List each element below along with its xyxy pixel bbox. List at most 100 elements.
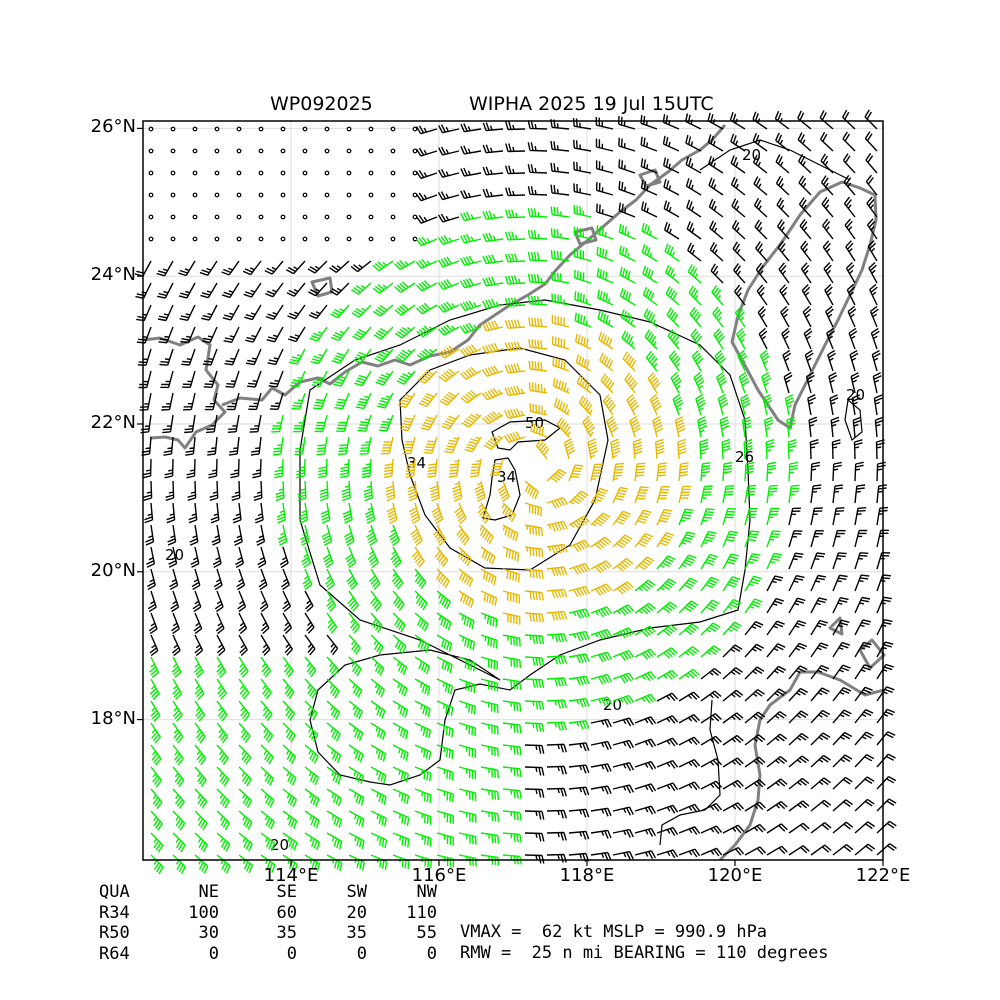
wind-barb xyxy=(136,304,152,322)
wind-barb xyxy=(238,656,249,678)
wind-barb xyxy=(502,700,522,712)
wind-barb xyxy=(779,284,790,306)
wind-barb xyxy=(149,678,160,701)
calm-wind-marker xyxy=(280,214,286,220)
wind-barb xyxy=(325,568,336,591)
calm-wind-marker xyxy=(324,236,330,242)
wind-barb xyxy=(722,689,744,702)
wind-barb xyxy=(787,439,797,460)
wind-barb xyxy=(194,766,207,787)
wind-barb xyxy=(524,678,545,689)
wind-barb xyxy=(656,624,678,637)
wind-barb xyxy=(830,416,840,438)
wind-barb xyxy=(733,263,746,284)
wind-barb xyxy=(641,244,658,262)
wind-barb xyxy=(194,832,209,853)
wind-barb xyxy=(744,484,757,504)
wind-barb xyxy=(394,260,416,271)
wind-barb xyxy=(394,303,416,316)
wind-barb xyxy=(612,462,624,482)
wind-barb xyxy=(165,480,175,501)
wind-barb xyxy=(254,502,264,524)
wind-barb xyxy=(214,590,224,613)
wind-barb xyxy=(722,757,744,768)
wind-barb xyxy=(563,437,576,460)
coastlines xyxy=(142,124,886,862)
wind-barb xyxy=(810,619,828,636)
wind-barb xyxy=(502,722,522,734)
wind-barb xyxy=(370,700,386,719)
wind-barb xyxy=(612,784,635,794)
wind-barb xyxy=(319,480,329,502)
wind-barb xyxy=(595,160,614,174)
table-cell: 30 xyxy=(198,923,219,943)
wind-barb xyxy=(831,439,841,460)
wind-barb xyxy=(678,848,701,858)
wind-barb xyxy=(744,801,766,812)
wind-barb xyxy=(372,282,394,294)
wind-barb xyxy=(348,700,363,720)
wind-barb xyxy=(269,392,284,410)
wind-barb xyxy=(370,766,387,784)
wind-barb xyxy=(634,850,657,860)
wind-barb xyxy=(626,393,640,416)
wind-barb xyxy=(357,414,372,432)
wind-barb xyxy=(166,502,176,524)
wind-barb xyxy=(730,133,746,152)
wind-barb xyxy=(722,485,735,504)
wind-barb xyxy=(436,678,454,695)
wind-barb xyxy=(524,656,545,667)
wind-barb xyxy=(307,260,328,274)
calm-wind-marker xyxy=(258,236,264,242)
wind-barb xyxy=(709,241,724,262)
wind-barb xyxy=(260,612,270,635)
storm-id-title: WP092025 xyxy=(270,93,373,115)
wind-barb xyxy=(304,744,319,764)
wind-barb xyxy=(853,439,863,460)
wind-barb xyxy=(699,438,709,460)
wind-barb xyxy=(330,326,350,342)
wind-barb xyxy=(783,371,793,394)
calm-wind-marker xyxy=(280,236,286,242)
wind-barb xyxy=(136,326,152,344)
calm-wind-marker xyxy=(214,126,220,132)
wind-barb xyxy=(370,744,387,762)
wind-barb xyxy=(788,507,801,526)
wind-barb xyxy=(553,397,570,416)
wind-barb xyxy=(678,531,696,548)
wind-barb xyxy=(822,218,834,240)
wind-barb xyxy=(632,438,643,460)
wind-barb xyxy=(194,744,207,766)
wind-barb xyxy=(656,555,676,570)
wind-barb xyxy=(740,393,751,416)
wind-barb xyxy=(202,348,218,366)
wind-barb xyxy=(207,436,218,456)
wind-barb xyxy=(876,574,891,592)
wind-barb xyxy=(326,590,337,612)
wind-barb xyxy=(546,610,568,621)
wind-barb xyxy=(610,438,621,460)
wind-barb xyxy=(505,231,526,241)
wind-barb xyxy=(184,414,196,434)
wind-barb xyxy=(524,568,544,580)
wind-barb xyxy=(347,590,359,612)
wind-barb xyxy=(722,621,742,636)
wind-barb xyxy=(634,602,656,615)
wind-barb xyxy=(573,226,592,240)
wind-barb xyxy=(590,740,612,751)
wind-barb xyxy=(178,282,196,299)
wind-barb xyxy=(282,678,295,700)
wind-barb xyxy=(502,590,521,604)
wind-barb xyxy=(600,373,615,394)
wind-barb xyxy=(326,788,342,807)
wind-barb xyxy=(145,524,155,546)
wind-barb xyxy=(634,760,657,770)
wind-barb xyxy=(832,552,847,570)
wind-barb xyxy=(282,700,296,721)
wind-barb xyxy=(249,414,262,433)
wind-barb xyxy=(572,117,592,130)
wind-barb xyxy=(392,854,410,870)
wind-barb xyxy=(348,634,361,655)
lon-label: 122°E xyxy=(855,865,911,886)
